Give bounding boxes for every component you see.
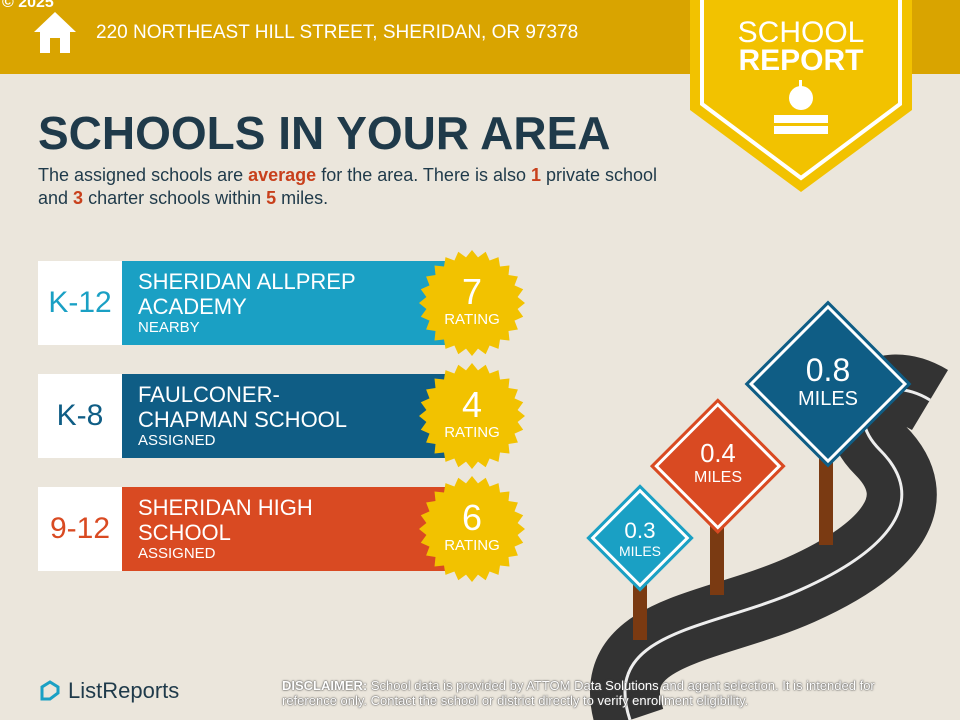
badge-line1: SCHOOL	[737, 16, 865, 49]
rating-label: RATING	[444, 537, 500, 554]
house-icon	[34, 12, 76, 53]
school-status: NEARBY	[138, 319, 200, 336]
school-name: SHERIDAN HIGH SCHOOL	[138, 495, 313, 545]
logo-icon	[40, 680, 60, 701]
disclaimer: DISCLAIMER: School data is provided by A…	[282, 678, 875, 708]
rating-value: 4	[461, 384, 483, 425]
rating-seal: 7 RATING	[418, 249, 526, 357]
school-info: SHERIDAN ALLPREP ACADEMY NEARBY	[122, 261, 462, 345]
distance-sign: 0.8 MILES	[744, 300, 912, 468]
seal-icon	[419, 363, 525, 469]
rating-seal: 6 RATING	[418, 475, 526, 583]
distance-unit: MILES	[797, 388, 859, 410]
distance-value: 0.3	[624, 518, 656, 543]
distance-value: 0.4	[700, 440, 736, 469]
distance-unit: MILES	[618, 543, 661, 560]
logo-text: ListReports	[68, 678, 180, 703]
school-info: FAULCONER-CHAPMAN SCHOOL ASSIGNED	[122, 374, 462, 458]
summary-text: The assigned schools are average for the…	[38, 165, 658, 208]
rating-value: 7	[461, 271, 483, 312]
rating-label: RATING	[444, 424, 500, 441]
school-name: FAULCONER-CHAPMAN SCHOOL	[138, 382, 348, 432]
school-status: ASSIGNED	[138, 545, 216, 562]
distance-value: 0.8	[805, 352, 851, 388]
school-info: SHERIDAN HIGH SCHOOL ASSIGNED	[122, 487, 462, 571]
school-row[interactable]: K-8 FAULCONER-CHAPMAN SCHOOL ASSIGNED 4 RA…	[38, 363, 525, 469]
school-row[interactable]: 9-12 SHERIDAN HIGH SCHOOL ASSIGNED 6 RATIN…	[38, 476, 525, 582]
grade-range: K-12	[38, 261, 122, 345]
badge-line2: REPORT	[738, 44, 864, 77]
seal-icon	[419, 476, 525, 582]
grade-range: 9-12	[38, 487, 122, 571]
distance-unit: MILES	[693, 469, 742, 487]
seal-icon	[419, 250, 525, 356]
rating-seal: 4 RATING	[418, 362, 526, 470]
distance-sign: 0.4 MILES	[650, 398, 786, 534]
distance-sign: 0.3 MILES	[586, 484, 694, 592]
grade-range: K-8	[38, 374, 122, 458]
school-report-badge	[690, 0, 912, 192]
school-name: SHERIDAN ALLPREP ACADEMY	[138, 269, 356, 319]
property-address: 220 NORTHEAST HILL STREET, SHERIDAN, OR …	[96, 22, 579, 43]
page-title: SCHOOLS IN YOUR AREA	[38, 107, 611, 159]
school-status: ASSIGNED	[138, 432, 216, 449]
rating-label: RATING	[444, 311, 500, 328]
school-row[interactable]: K-12 SHERIDAN ALLPREP ACADEMY NEARBY 7 RAT…	[38, 250, 525, 356]
copyright: © 2025	[2, 0, 54, 11]
rating-value: 6	[461, 497, 483, 538]
listreports-logo: ListReports	[38, 678, 179, 704]
